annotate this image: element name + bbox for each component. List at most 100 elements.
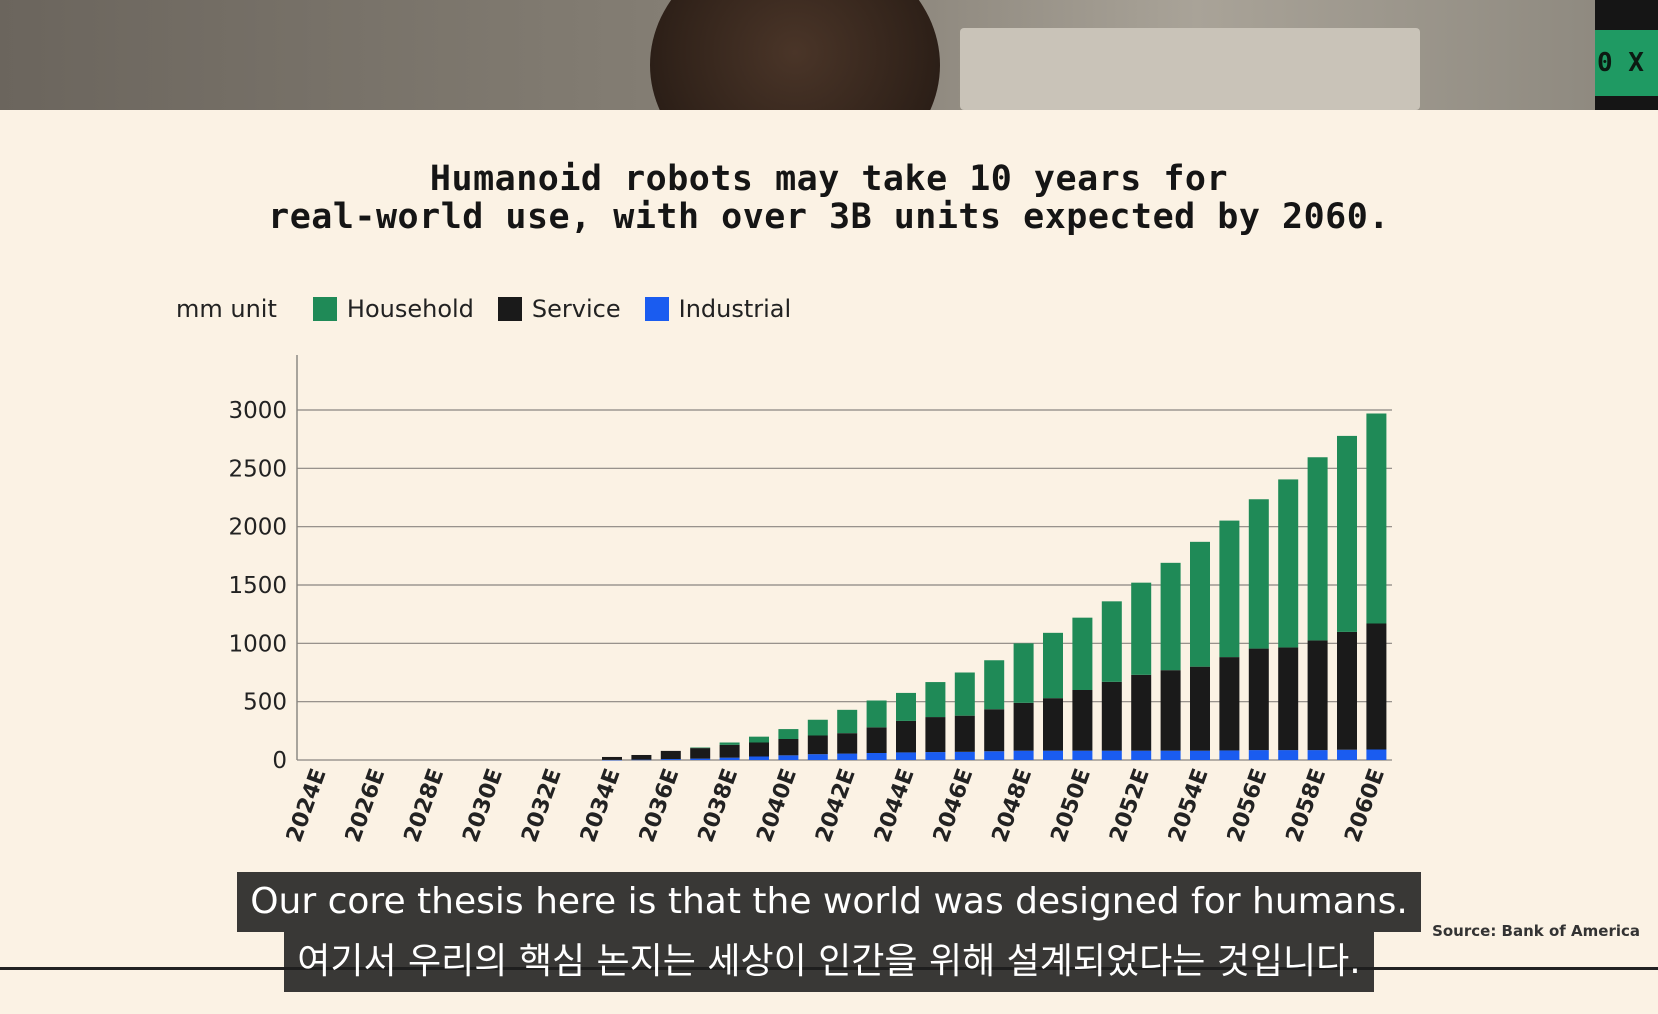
- bar-industrial: [1190, 750, 1210, 760]
- bar-service: [749, 742, 769, 757]
- legend-item-household: Household: [312, 295, 474, 323]
- bar-service: [925, 717, 946, 753]
- x-tick-label: 2028E: [400, 766, 450, 846]
- bar-service: [1190, 666, 1210, 751]
- source-note: Source: Bank of America: [1432, 922, 1640, 940]
- bar-household: [1219, 520, 1240, 658]
- bar-service: [984, 709, 1005, 752]
- bar-industrial: [1278, 750, 1299, 760]
- bar-household: [1043, 632, 1063, 699]
- bar-industrial: [1337, 749, 1357, 760]
- bar-service: [896, 720, 916, 753]
- video-background: [0, 0, 1595, 110]
- bar-household: [1278, 479, 1299, 648]
- bar-service: [1278, 647, 1299, 751]
- bar-industrial: [631, 759, 652, 761]
- bar-household: [984, 660, 1005, 710]
- bar-industrial: [954, 751, 975, 760]
- bar-household: [807, 719, 828, 736]
- chart-title: Humanoid robots may take 10 years for re…: [0, 160, 1658, 236]
- subtitle-english: Our core thesis here is that the world w…: [237, 872, 1421, 932]
- bar-industrial: [660, 759, 681, 760]
- bar-service: [602, 756, 622, 760]
- bar-household: [1072, 617, 1093, 690]
- chart-title-line1: Humanoid robots may take 10 years for: [429, 159, 1229, 199]
- bar-service: [719, 744, 740, 758]
- bar-industrial: [984, 751, 1005, 760]
- bar-service: [690, 748, 711, 759]
- bar-household: [954, 672, 975, 716]
- bar-household: [1101, 601, 1122, 682]
- y-tick-label: 500: [243, 690, 287, 716]
- x-tick-label: 2024E: [282, 766, 332, 846]
- x-tick-label: 2044E: [870, 766, 920, 846]
- bar-household: [778, 729, 799, 739]
- x-tick-label: 2060E: [1340, 766, 1390, 846]
- bar-industrial: [1101, 750, 1122, 760]
- bar-service: [1248, 648, 1269, 751]
- bar-industrial: [1248, 750, 1269, 760]
- subtitles: Our core thesis here is that the world w…: [0, 872, 1658, 992]
- bar-industrial: [1072, 750, 1093, 760]
- bar-industrial: [1131, 750, 1152, 760]
- bar-industrial: [1043, 750, 1063, 760]
- x-tick-label: 2042E: [811, 766, 861, 846]
- bar-household: [1013, 643, 1034, 703]
- bar-household: [1131, 582, 1152, 675]
- bar-household: [896, 692, 916, 721]
- x-tick-label: 2054E: [1164, 766, 1214, 846]
- y-tick-label: 0: [272, 748, 287, 774]
- bar-industrial: [1013, 750, 1034, 760]
- x-tick-label: 2048E: [988, 766, 1038, 846]
- bar-household: [1248, 499, 1269, 649]
- household-swatch: [312, 297, 337, 321]
- bar-industrial: [1307, 750, 1328, 760]
- legend-item-industrial: Industrial: [644, 295, 792, 323]
- bar-service: [1160, 670, 1181, 751]
- x-tick-label: 2032E: [517, 766, 567, 846]
- x-tick-label: 2034E: [576, 766, 626, 846]
- bar-household: [1366, 413, 1387, 624]
- bar-service: [1337, 631, 1357, 750]
- subtitle-korean: 여기서 우리의 핵심 논지는 세상이 인간을 위해 설계되었다는 것입니다.: [284, 932, 1374, 992]
- legend-label-household: Household: [346, 295, 474, 323]
- bar-household: [925, 682, 946, 718]
- presenter-head: [650, 0, 940, 110]
- bar-industrial: [1160, 750, 1181, 760]
- bar-service: [1072, 690, 1093, 751]
- unit-label: mm unit: [176, 295, 277, 323]
- bar-industrial: [1219, 750, 1240, 760]
- x-tick-label: 2026E: [341, 766, 391, 846]
- bar-industrial: [778, 755, 799, 760]
- bar-industrial: [925, 752, 946, 760]
- bar-service: [807, 735, 828, 755]
- x-tick-label: 2052E: [1105, 766, 1155, 846]
- bar-industrial: [690, 758, 711, 760]
- bar-household: [1160, 562, 1181, 671]
- bar-industrial: [896, 752, 916, 760]
- bar-service: [660, 750, 681, 760]
- x-tick-label: 2038E: [694, 766, 744, 846]
- x-tick-label: 2056E: [1223, 766, 1273, 846]
- bar-service: [778, 739, 799, 756]
- legend-label-industrial: Industrial: [678, 295, 792, 323]
- industrial-swatch: [644, 297, 669, 321]
- bar-service: [631, 754, 652, 760]
- bar-industrial: [1366, 749, 1387, 760]
- chart-legend: mm unit Household Service Industrial: [176, 292, 815, 326]
- y-tick-label: 2500: [228, 456, 287, 482]
- bar-service: [866, 727, 887, 753]
- bar-industrial: [749, 756, 769, 760]
- bar-household: [1337, 435, 1357, 632]
- bar-service: [1366, 623, 1387, 750]
- x-tick-label: 2058E: [1282, 766, 1332, 846]
- corner-badge: 0 X: [1595, 30, 1658, 96]
- bar-industrial: [866, 753, 887, 760]
- x-tick-label: 2050E: [1046, 766, 1096, 846]
- legend-item-service: Service: [497, 295, 621, 323]
- service-swatch: [497, 297, 522, 321]
- y-tick-label: 3000: [228, 398, 287, 424]
- bar-household: [1307, 457, 1328, 641]
- y-tick-label: 1500: [228, 573, 287, 599]
- y-tick-label: 2000: [228, 515, 287, 541]
